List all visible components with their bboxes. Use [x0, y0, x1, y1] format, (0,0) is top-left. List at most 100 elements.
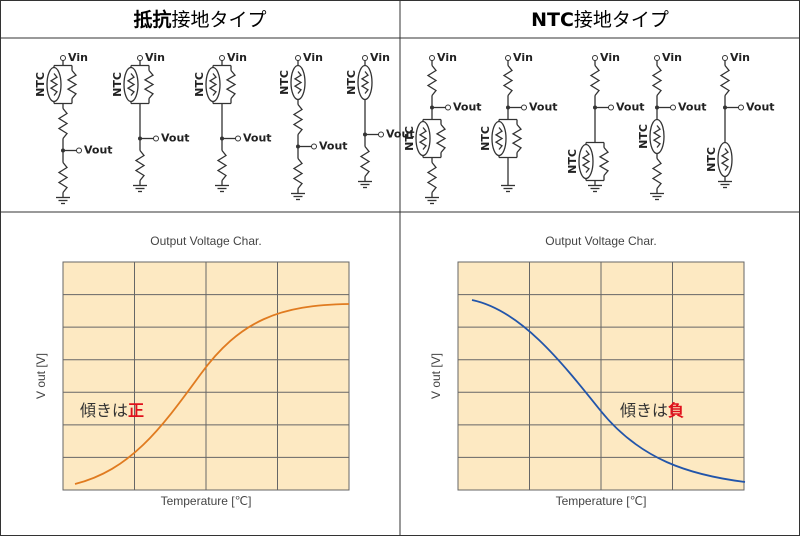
resistor: [225, 70, 237, 99]
terminal: [76, 147, 82, 154]
terminal: [60, 55, 66, 61]
vout-label: Vout: [453, 101, 482, 114]
terminal: [378, 131, 384, 138]
terminal: [670, 104, 676, 111]
terminal: [219, 55, 225, 61]
vin-label: Vin: [68, 51, 88, 64]
terminal: [592, 55, 598, 61]
terminal: [153, 135, 159, 142]
resistor: [435, 124, 447, 153]
ntc-label: NTC: [566, 149, 579, 174]
resistor: [359, 146, 371, 177]
ntc-label: NTC: [111, 72, 124, 97]
resistor: [292, 104, 304, 135]
resistor: [143, 70, 155, 99]
header-rest: 接地タイプ: [574, 9, 669, 31]
resistor: [511, 124, 523, 153]
thermistor-zigzag: [652, 125, 662, 148]
x-axis-label: Temperature [℃]: [161, 494, 252, 508]
resistor: [66, 70, 78, 99]
vout-label: Vout: [529, 101, 558, 114]
vout-label: Vout: [678, 101, 707, 114]
terminal: [362, 55, 368, 61]
thermistor-zigzag: [126, 73, 136, 96]
resistor: [57, 108, 69, 139]
resistor: [134, 150, 146, 181]
terminal: [295, 55, 301, 61]
annotation-sign: 負: [668, 401, 684, 420]
vin-label: Vin: [513, 51, 533, 64]
vin-label: Vin: [303, 51, 323, 64]
chart-title: Output Voltage Char.: [150, 234, 261, 248]
resistor: [426, 162, 438, 193]
annotation: 傾きは正: [80, 401, 144, 420]
ntc-label: NTC: [479, 126, 492, 151]
curve: [74, 303, 350, 485]
resistor: [57, 162, 69, 193]
ntc-label: NTC: [278, 70, 291, 95]
vout-label: Vout: [161, 132, 190, 145]
thermistor-zigzag: [720, 148, 730, 171]
thermistor-zigzag: [208, 73, 218, 96]
vin-label: Vin: [227, 51, 247, 64]
thermistor-zigzag: [49, 73, 59, 96]
thermistor-zigzag: [360, 71, 370, 94]
annotation: 傾きは負: [620, 401, 684, 420]
vin-label: Vin: [370, 51, 390, 64]
resistor: [216, 150, 228, 181]
resistor: [598, 147, 610, 176]
resistor: [426, 65, 438, 96]
terminal: [722, 55, 728, 61]
vin-label: Vin: [662, 51, 682, 64]
header: NTC接地タイプ: [531, 9, 669, 31]
annotation-text: 傾きは: [620, 401, 668, 420]
terminal: [137, 55, 143, 61]
terminal: [738, 104, 744, 111]
thermistor-zigzag: [293, 71, 303, 94]
ntc-label: NTC: [34, 72, 47, 97]
thermistor-zigzag: [581, 150, 591, 173]
resistor: [292, 158, 304, 189]
resistor: [651, 65, 663, 96]
terminal: [608, 104, 614, 111]
terminal: [429, 55, 435, 61]
y-axis-label: V out [V]: [429, 353, 443, 399]
ntc-label: NTC: [705, 147, 718, 172]
ntc-label: NTC: [193, 72, 206, 97]
thermistor-zigzag: [494, 127, 504, 150]
ntc-label: NTC: [637, 124, 650, 149]
header: 抵抗接地タイプ: [133, 8, 266, 31]
y-axis-label: V out [V]: [34, 353, 48, 399]
terminal: [521, 104, 527, 111]
thermistor-zigzag: [418, 127, 428, 150]
annotation-sign: 正: [128, 401, 144, 420]
terminal: [235, 135, 241, 142]
vin-label: Vin: [600, 51, 620, 64]
ntc-label: NTC: [345, 70, 358, 95]
terminal: [445, 104, 451, 111]
vout-label: Vout: [319, 140, 348, 153]
resistor: [589, 65, 601, 96]
resistor: [502, 65, 514, 96]
header-rest: 接地タイプ: [172, 9, 267, 31]
terminal: [654, 55, 660, 61]
resistor: [719, 65, 731, 96]
header-bold: NTC: [531, 9, 574, 31]
ntc-label: NTC: [403, 126, 416, 151]
x-axis-label: Temperature [℃]: [556, 494, 647, 508]
vout-label: Vout: [84, 144, 113, 157]
terminal: [505, 55, 511, 61]
vin-label: Vin: [437, 51, 457, 64]
vin-label: Vin: [145, 51, 165, 64]
vout-label: Vout: [616, 101, 645, 114]
annotation-text: 傾きは: [80, 401, 128, 420]
curve: [471, 299, 746, 483]
vout-label: Vout: [386, 128, 415, 141]
chart-title: Output Voltage Char.: [545, 234, 656, 248]
resistor: [651, 158, 663, 189]
terminal: [311, 143, 317, 150]
header-bold: 抵抗: [133, 8, 171, 31]
vout-label: Vout: [746, 101, 775, 114]
vin-label: Vin: [730, 51, 750, 64]
